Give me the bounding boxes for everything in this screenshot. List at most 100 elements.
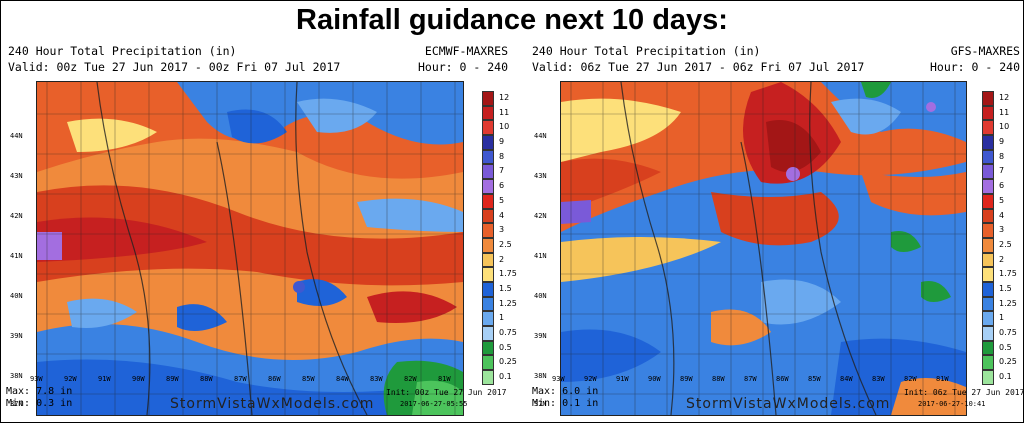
legend-label: 4 (499, 210, 505, 220)
legend-label: 8 (499, 151, 505, 161)
ecmwf-panel: 240 Hour Total Precipitation (in) Valid:… (0, 40, 517, 423)
legend-swatch: 0.1 (482, 370, 512, 385)
lat-label: 41N (10, 252, 23, 260)
legend-swatch: 7 (982, 164, 1004, 180)
legend-label: 10 (499, 122, 510, 132)
legend-label: 2 (999, 254, 1005, 264)
main-title: Rainfall guidance next 10 days: (296, 4, 728, 36)
legend-label: 0.1 (999, 372, 1012, 382)
legend-label: 6 (999, 181, 1005, 191)
lat-label: 43N (10, 172, 23, 180)
legend-swatch: 8 (482, 149, 504, 165)
lon-label: 85W (302, 375, 315, 383)
legend-swatch: 5 (482, 193, 504, 209)
lon-label: 82W (404, 375, 417, 383)
legend-label: 12 (499, 93, 510, 102)
legend-swatch: 7 (482, 164, 504, 180)
legend-label: 0.75 (999, 328, 1017, 337)
ecmwf-stamp: 2017-06-27-05:55 (400, 400, 468, 408)
ecmwf-min: Min: 0.3 in (6, 398, 73, 409)
legend-label: 9 (999, 137, 1005, 147)
legend-label: 1.25 (499, 298, 517, 308)
lon-label: 83W (872, 375, 885, 383)
site-credit: StormVistaWxModels.com (686, 396, 891, 412)
legend-swatch: 4 (482, 208, 504, 224)
legend-swatch: 4 (982, 208, 1004, 224)
gfs-model: GFS-MAXRES (950, 44, 1020, 58)
legend-label: 0.5 (999, 342, 1012, 352)
lat-label: 43N (534, 172, 547, 180)
ecmwf-model: ECMWF-MAXRES (424, 44, 508, 58)
legend-label: 1.5 (999, 283, 1012, 293)
legend-swatch: 0.5 (982, 340, 1012, 356)
ecmwf-title: 240 Hour Total Precipitation (in) (8, 44, 237, 58)
legend-swatch: 3 (482, 223, 504, 238)
lon-label: 88W (712, 375, 725, 383)
lon-label: 89W (680, 375, 693, 383)
legend-label: 7 (999, 166, 1005, 176)
lat-label: 38N (534, 372, 547, 380)
lon-label: 92W (64, 375, 77, 383)
legend-label: 1.25 (999, 298, 1017, 308)
lon-label: 82W (904, 375, 917, 383)
legend-swatch: 10 (482, 120, 509, 136)
legend-label: 7 (499, 166, 505, 176)
precip-legend: 12 11 10 9 8 7 6 5 4 3 2.5 2 1.75 1.5 1.25 1 0.75 0.5 0.25… (482, 91, 517, 385)
lon-label: 81W (936, 375, 949, 383)
legend-swatch: 0.1 (982, 370, 1012, 385)
legend-label: 12 (999, 93, 1010, 102)
legend-label: 1.5 (499, 283, 512, 293)
lat-label: 41N (534, 252, 547, 260)
legend-swatch: 1.25 (482, 296, 517, 312)
legend-swatch: 1.75 (482, 267, 517, 282)
legend-swatch: 0.75 (982, 326, 1017, 341)
lon-label: 85W (808, 375, 821, 383)
legend-label: 0.25 (499, 357, 517, 367)
legend-swatch: 0.5 (482, 340, 512, 356)
legend-label: 0.1 (499, 372, 512, 382)
lat-label: 42N (10, 212, 23, 220)
legend-swatch: 2 (482, 252, 504, 268)
gfs-stamp: 2017-06-27-10:41 (918, 400, 986, 408)
legend-swatch: 0.25 (482, 355, 517, 371)
lat-label: 38N (10, 372, 23, 380)
lon-label: 89W (166, 375, 179, 383)
legend-label: 2 (499, 254, 505, 264)
legend-swatch: 1.75 (982, 267, 1017, 282)
lat-label: 37N (10, 400, 23, 408)
lon-label: 92W (584, 375, 597, 383)
legend-swatch: 1 (982, 311, 1004, 326)
legend-label: 0.5 (499, 342, 512, 352)
legend-swatch: 1.5 (982, 281, 1012, 297)
lon-label: 86W (268, 375, 281, 383)
ecmwf-hour: Hour: 0 - 240 (417, 60, 508, 74)
legend-label: 2.5 (499, 239, 512, 249)
legend-swatch: 8 (982, 149, 1004, 165)
legend-swatch: 5 (982, 193, 1004, 209)
lon-label: 90W (648, 375, 661, 383)
lat-label: 37N (534, 400, 547, 408)
legend-swatch: 6 (982, 179, 1004, 194)
lon-label: 83W (370, 375, 383, 383)
legend-label: 6 (499, 181, 505, 191)
legend-label: 11 (999, 107, 1010, 117)
legend-label: 4 (999, 210, 1005, 220)
legend-label: 5 (499, 195, 505, 205)
gfs-precip-map (560, 81, 967, 416)
lon-label: 90W (132, 375, 145, 383)
ecmwf-init: Init: 00z Tue 27 Jun 2017 (386, 388, 507, 397)
lon-label: 86W (776, 375, 789, 383)
legend-swatch: 2 (982, 252, 1004, 268)
ecmwf-precip-map (36, 81, 464, 416)
gfs-panel: 240 Hour Total Precipitation (in) Valid:… (526, 40, 1024, 423)
lat-label: 44N (10, 132, 23, 140)
legend-swatch: 1 (482, 311, 504, 326)
legend-label: 8 (999, 151, 1005, 161)
lat-label: 39N (534, 332, 547, 340)
legend-swatch: 9 (482, 135, 504, 150)
legend-swatch: 0.25 (982, 355, 1017, 371)
ecmwf-max: Max: 7.8 in (6, 386, 73, 397)
lat-label: 40N (534, 292, 547, 300)
gfs-min: Min: 0.1 in (532, 398, 599, 409)
lon-label: 84W (840, 375, 853, 383)
